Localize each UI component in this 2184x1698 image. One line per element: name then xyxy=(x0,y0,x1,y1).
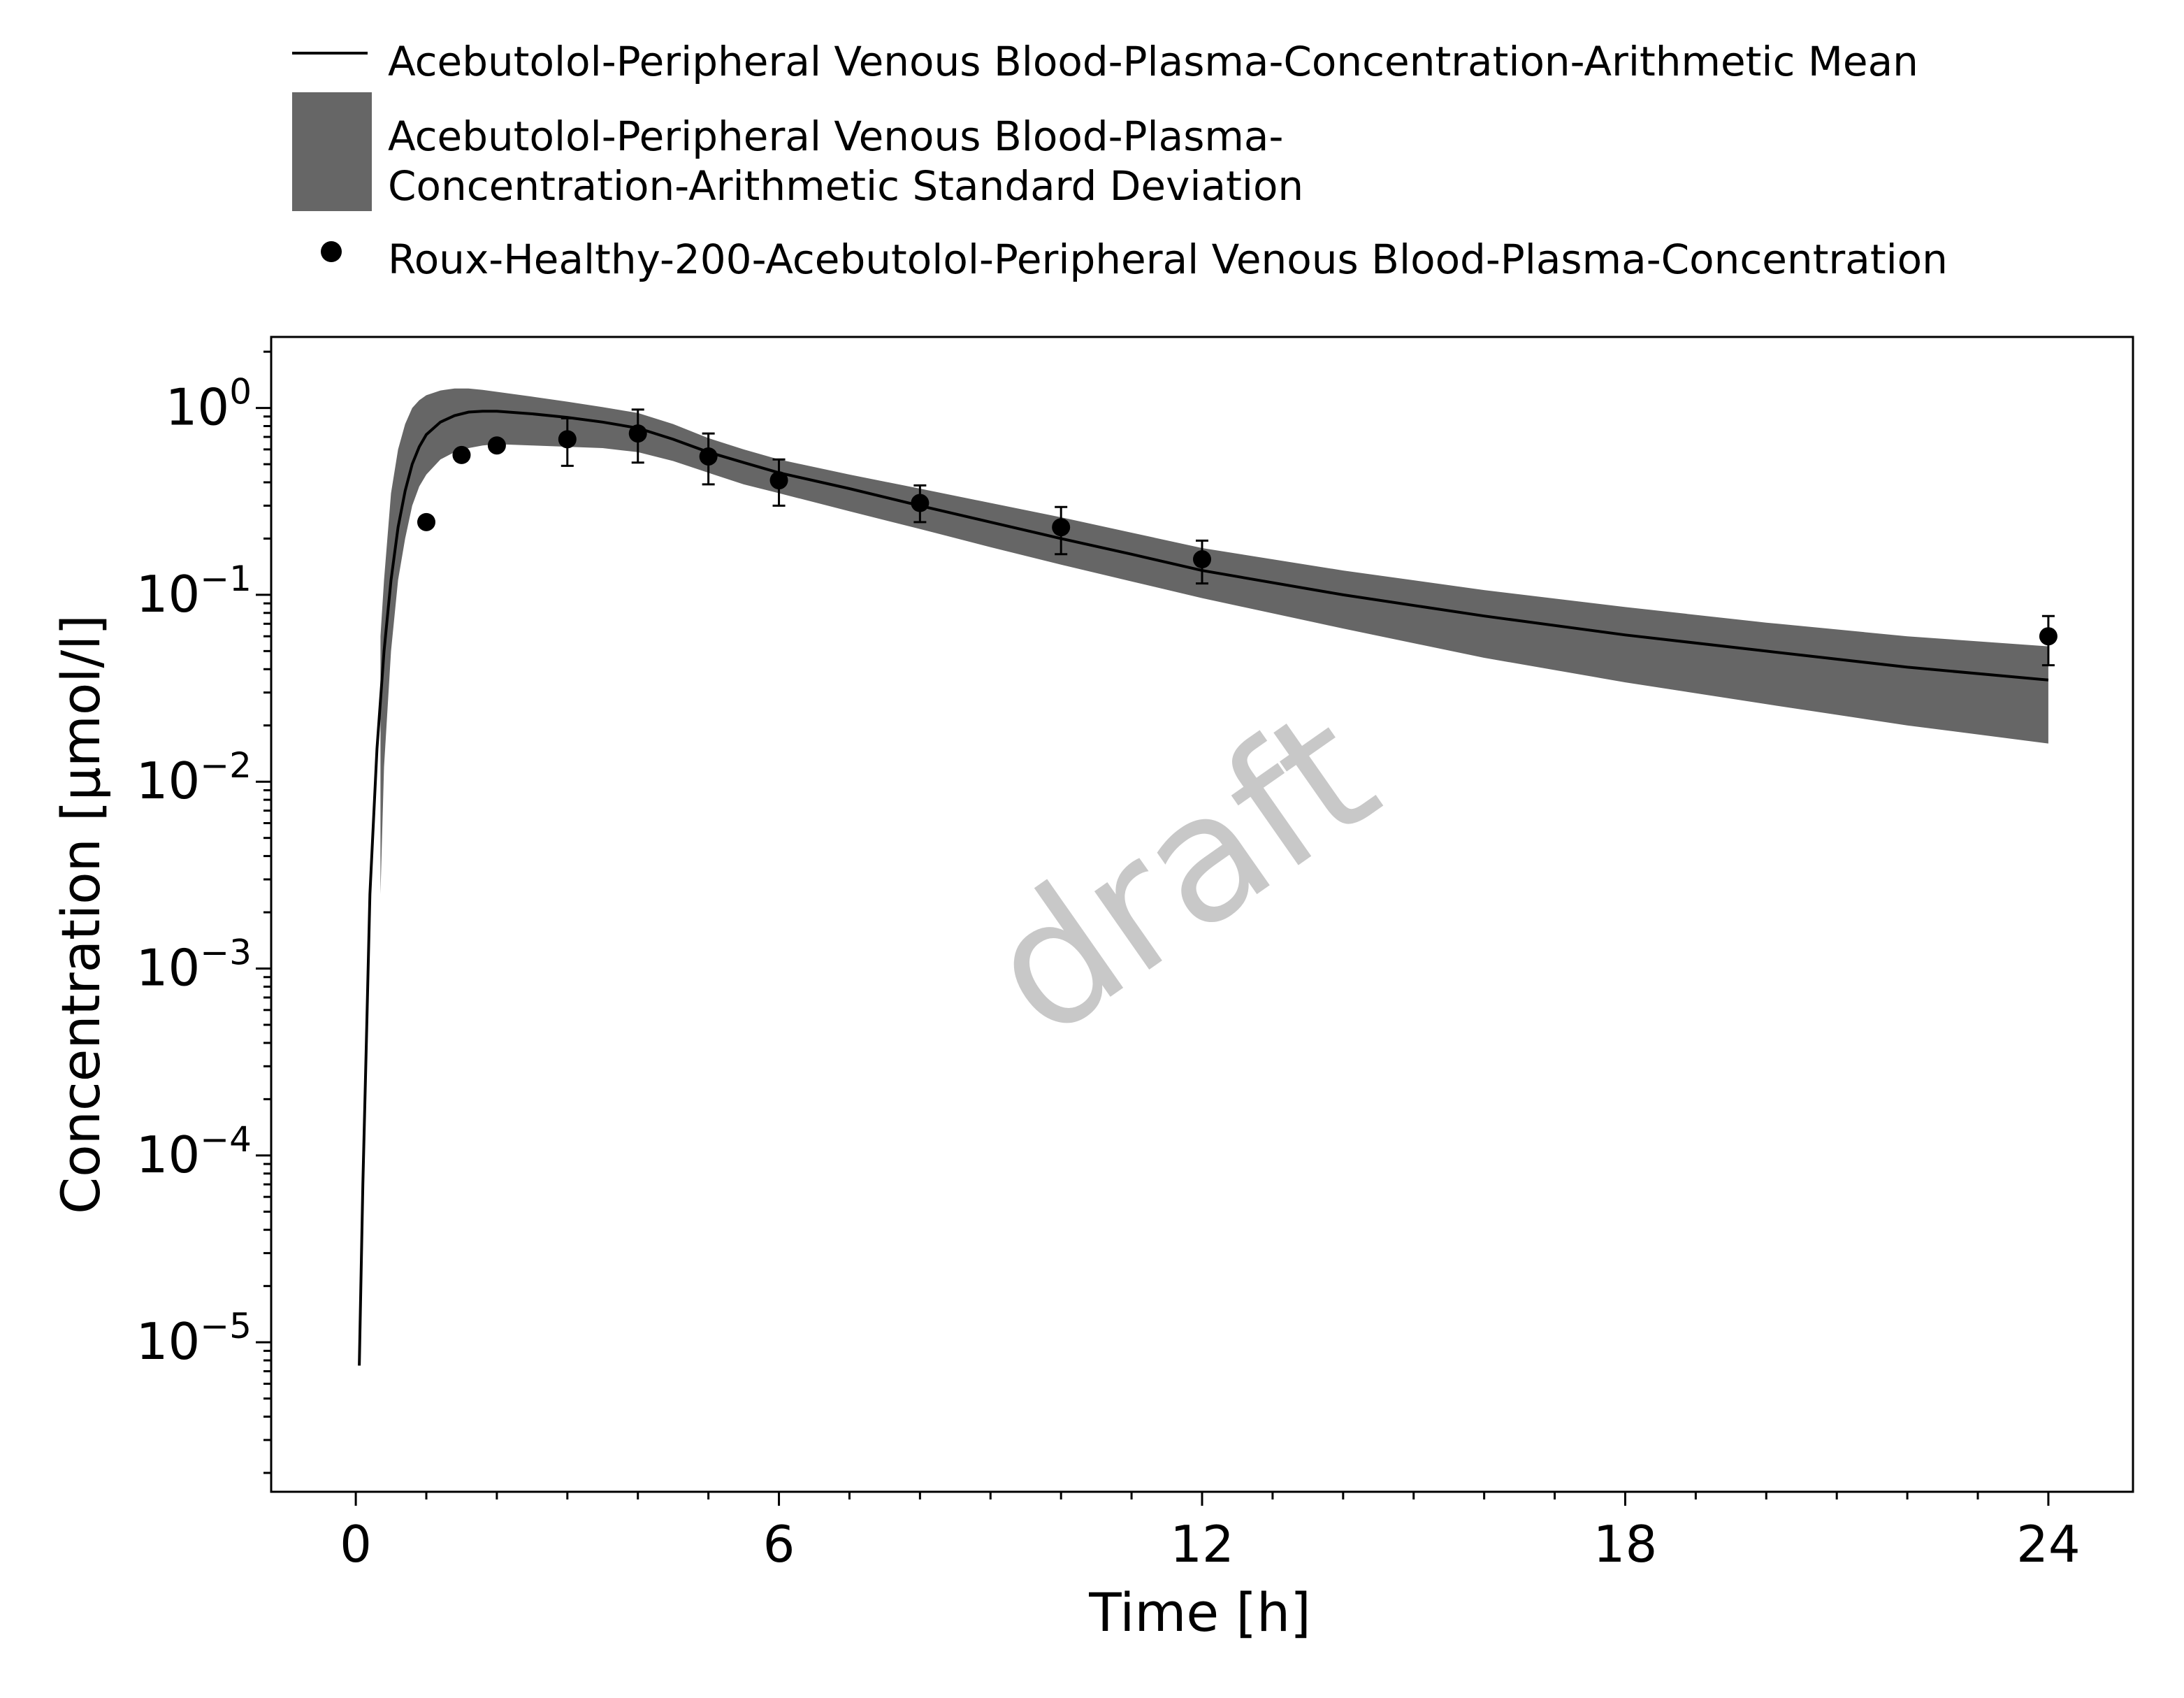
observed-point xyxy=(699,432,718,486)
y-axis-ticks: 100 10−1 10−2 10−3 10−4 10−5 xyxy=(136,350,271,1474)
observed-marker xyxy=(2039,627,2058,646)
observed-marker xyxy=(769,471,788,490)
series-layer xyxy=(358,388,2058,1366)
observed-point xyxy=(452,445,471,464)
y-tick-label: 10−1 xyxy=(136,559,252,624)
legend-label-mean: Acebutolol-Peripheral Venous Blood-Plasm… xyxy=(388,38,1918,85)
observed-point xyxy=(911,484,930,524)
observed-point xyxy=(1052,505,1071,556)
observed-point xyxy=(2039,614,2058,667)
legend-item-sd-band: Acebutolol-Peripheral Venous Blood-Plasm… xyxy=(292,92,1303,211)
x-tick-label: 18 xyxy=(1593,1515,1658,1574)
y-tick-label: 10−2 xyxy=(136,745,252,810)
x-tick-label: 24 xyxy=(2016,1515,2081,1574)
observed-point xyxy=(487,436,506,455)
x-axis-ticks: 0 6 12 18 24 xyxy=(340,1492,2081,1574)
observed-point xyxy=(1193,539,1211,585)
x-axis-title: Time [h] xyxy=(1088,1581,1311,1643)
legend-item-mean: Acebutolol-Peripheral Venous Blood-Plasm… xyxy=(292,38,1918,85)
observed-marker xyxy=(558,430,577,449)
y-tick-label: 10−4 xyxy=(136,1119,252,1184)
legend-item-observed: Roux-Healthy-200-Acebutolol-Peripheral V… xyxy=(321,236,1948,283)
observed-marker xyxy=(1193,550,1211,569)
sd-band xyxy=(380,388,2048,895)
y-tick-label: 10−5 xyxy=(136,1306,252,1371)
x-tick-label: 6 xyxy=(763,1515,795,1574)
observed-marker xyxy=(628,424,647,443)
observed-marker xyxy=(911,494,930,512)
observed-point xyxy=(558,417,577,467)
observed-marker xyxy=(699,447,718,466)
observed-marker xyxy=(452,445,471,464)
observed-marker xyxy=(1052,518,1071,537)
y-tick-label: 10−3 xyxy=(136,933,252,998)
y-axis-title: Concentration [µmol/l] xyxy=(50,614,112,1214)
legend-label-observed: Roux-Healthy-200-Acebutolol-Peripheral V… xyxy=(388,236,1948,283)
y-tick-label: 100 xyxy=(166,372,252,437)
x-tick-label: 12 xyxy=(1170,1515,1234,1574)
observed-marker xyxy=(417,512,435,531)
legend-swatch-sd-band xyxy=(292,92,372,211)
legend-swatch-observed-marker xyxy=(321,241,342,262)
observed-point xyxy=(417,512,435,531)
legend-label-sd-band: Acebutolol-Peripheral Venous Blood-Plasm… xyxy=(388,113,1303,210)
observed-marker xyxy=(487,436,506,455)
legend: Acebutolol-Peripheral Venous Blood-Plasm… xyxy=(292,38,1948,283)
observed-point xyxy=(628,408,647,464)
observed-point xyxy=(769,458,788,507)
x-tick-label: 0 xyxy=(340,1515,372,1574)
